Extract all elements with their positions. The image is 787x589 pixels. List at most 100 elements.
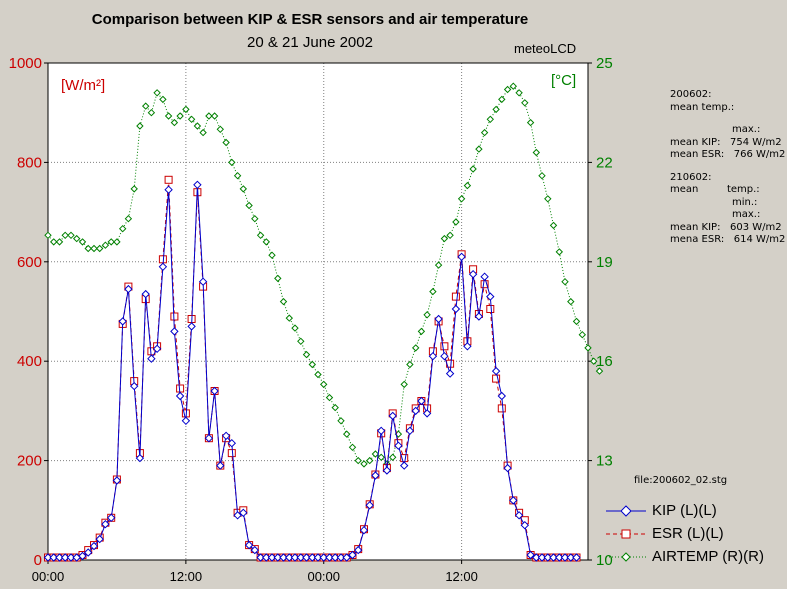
data-point bbox=[55, 553, 64, 562]
data-point bbox=[451, 292, 460, 301]
data-point bbox=[49, 553, 58, 562]
data-point bbox=[44, 231, 52, 240]
data-point bbox=[428, 351, 438, 361]
source-label: meteoLCD bbox=[514, 41, 576, 56]
data-point bbox=[175, 391, 185, 401]
right-tick-label: 19 bbox=[596, 254, 613, 271]
data-point bbox=[158, 262, 168, 272]
data-point bbox=[193, 122, 202, 130]
data-point bbox=[526, 550, 535, 560]
data-point bbox=[521, 99, 529, 107]
data-point bbox=[297, 337, 305, 346]
data-point bbox=[514, 511, 524, 520]
data-point bbox=[537, 553, 547, 562]
info-line: mean ESR: 766 W/m2 bbox=[670, 149, 786, 160]
data-point bbox=[130, 185, 138, 193]
data-point bbox=[405, 426, 415, 436]
data-point bbox=[101, 519, 110, 529]
data-point bbox=[382, 466, 392, 475]
grid bbox=[48, 63, 588, 560]
data-point bbox=[124, 214, 133, 223]
data-point bbox=[486, 292, 495, 301]
data-point bbox=[302, 350, 311, 359]
left-tick-label: 600 bbox=[17, 254, 42, 271]
data-point bbox=[313, 553, 323, 562]
data-point bbox=[330, 553, 340, 562]
left-tick-label: 0 bbox=[34, 552, 42, 569]
data-point bbox=[371, 450, 380, 458]
data-point bbox=[245, 201, 253, 210]
data-point bbox=[342, 553, 351, 562]
data-point bbox=[452, 218, 460, 226]
data-point bbox=[113, 238, 121, 246]
data-point bbox=[262, 238, 271, 246]
data-point bbox=[43, 553, 53, 562]
data-point bbox=[164, 112, 173, 120]
data-point bbox=[60, 553, 70, 562]
data-point bbox=[319, 380, 328, 389]
data-point bbox=[549, 221, 558, 230]
data-point bbox=[526, 118, 535, 127]
data-point bbox=[388, 453, 397, 462]
data-point bbox=[555, 553, 564, 562]
data-point bbox=[480, 128, 489, 137]
data-point bbox=[78, 238, 87, 246]
data-point bbox=[376, 426, 386, 436]
data-point bbox=[348, 550, 357, 560]
x-tick-label: 00:00 bbox=[32, 569, 65, 584]
data-point bbox=[578, 330, 587, 339]
data-point bbox=[233, 511, 242, 520]
series-kip bbox=[43, 180, 581, 562]
data-point bbox=[377, 453, 385, 462]
file-label: file:200602_02.stg bbox=[634, 475, 728, 486]
info-line: mena ESR: 614 W/m2 bbox=[670, 234, 786, 245]
data-point bbox=[262, 553, 271, 562]
data-point bbox=[532, 553, 541, 562]
data-point bbox=[141, 289, 150, 299]
data-point bbox=[279, 297, 288, 306]
data-point bbox=[267, 553, 277, 562]
data-point bbox=[572, 317, 581, 326]
data-point bbox=[538, 171, 546, 180]
data-point bbox=[101, 241, 110, 249]
data-point bbox=[440, 234, 449, 243]
data-point bbox=[228, 158, 236, 167]
data-point bbox=[595, 367, 604, 375]
data-point bbox=[417, 396, 426, 406]
series-airtemp bbox=[44, 82, 604, 468]
data-point bbox=[205, 112, 213, 120]
info-line: mean temp.: bbox=[670, 184, 760, 195]
data-point bbox=[106, 513, 116, 523]
right-axis-ticks: 10 13 16 19 22 25 bbox=[588, 55, 613, 569]
info-panel: 200602: mean temp.: max.: mean KIP: 754 … bbox=[670, 89, 785, 247]
data-point bbox=[256, 553, 265, 562]
info-line: mean temp.: bbox=[670, 101, 735, 113]
data-point bbox=[492, 105, 500, 114]
data-point bbox=[78, 551, 87, 561]
data-point bbox=[182, 105, 190, 114]
data-point bbox=[256, 231, 265, 240]
data-point bbox=[227, 449, 236, 458]
data-point bbox=[170, 118, 179, 127]
x-tick-label: 12:00 bbox=[445, 569, 478, 584]
data-point bbox=[308, 360, 317, 369]
data-point bbox=[274, 274, 282, 283]
data-point bbox=[353, 545, 363, 555]
chart-title: Comparison between KIP & ESR sensors and… bbox=[92, 11, 529, 28]
data-point bbox=[503, 463, 512, 473]
data-point bbox=[463, 181, 472, 190]
data-point bbox=[239, 508, 248, 518]
data-point bbox=[411, 344, 420, 352]
data-point bbox=[198, 277, 208, 286]
data-point bbox=[486, 305, 495, 313]
data-point bbox=[566, 553, 576, 562]
data-point bbox=[118, 224, 127, 233]
data-point bbox=[360, 460, 368, 468]
legend-item-kip: KIP (L)(L) bbox=[606, 499, 764, 522]
legend-label-kip: KIP (L)(L) bbox=[652, 502, 717, 519]
data-point bbox=[422, 409, 432, 418]
data-point bbox=[296, 553, 306, 562]
data-point bbox=[463, 342, 472, 351]
data-point bbox=[400, 380, 408, 389]
